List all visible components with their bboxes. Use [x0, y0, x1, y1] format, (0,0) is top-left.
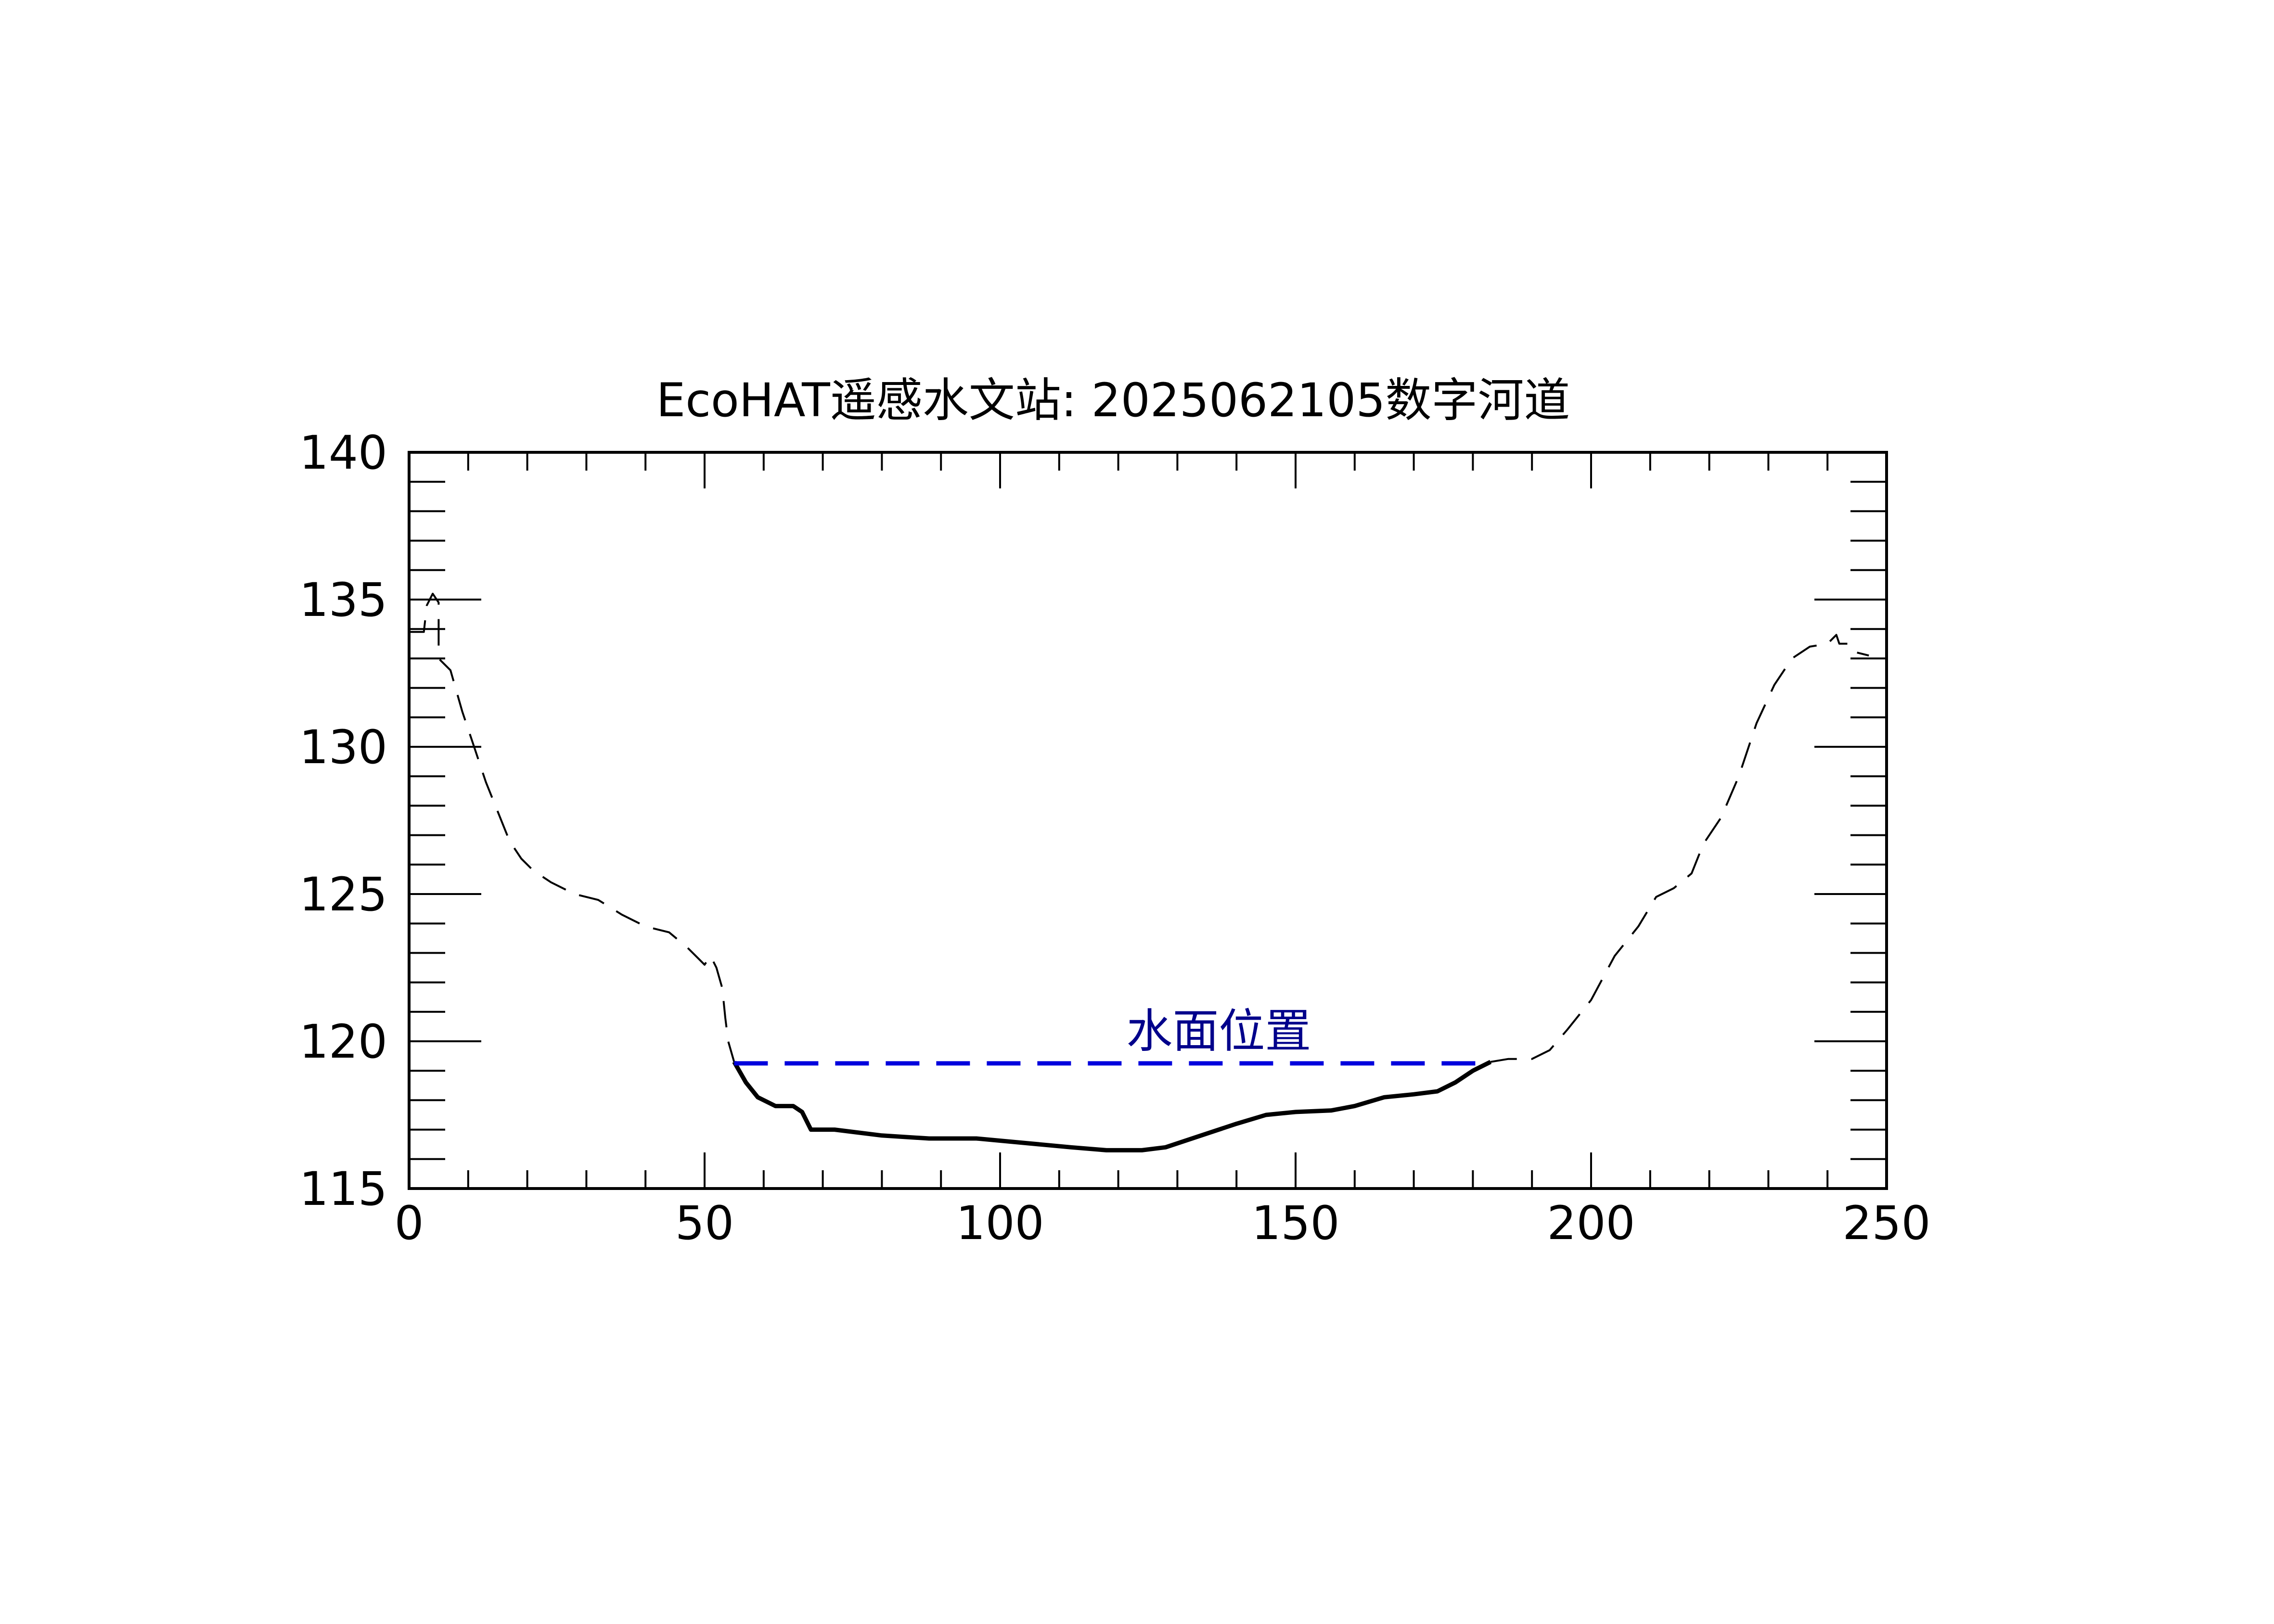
- y-tick-label: 135: [299, 573, 387, 627]
- bank-profile-line-2: [1490, 634, 1869, 1063]
- series-lines: [409, 592, 1869, 1152]
- channel-bed-line-1: [732, 1060, 1492, 1152]
- x-tick-label: 0: [394, 1196, 424, 1250]
- x-tick-label: 200: [1547, 1196, 1635, 1250]
- y-tick-label: 140: [299, 426, 387, 480]
- chart-title: EcoHAT遥感水文站: 2025062105数字河道: [656, 373, 1570, 427]
- x-tick-label: 150: [1251, 1196, 1339, 1250]
- tick-labels: 0 50 100 150 200 250 115 120 125 130 135 140: [299, 426, 1931, 1250]
- x-tick-label: 100: [956, 1196, 1044, 1250]
- y-tick-label: 120: [299, 1015, 387, 1069]
- y-tick-label: 130: [299, 720, 387, 774]
- water-surface-annotation: 水面位置: [1126, 1004, 1311, 1058]
- y-tick-label: 115: [299, 1162, 387, 1216]
- x-tick-label: 250: [1842, 1196, 1930, 1250]
- plot-frame: [408, 451, 1888, 1190]
- y-tick-label: 125: [299, 868, 387, 921]
- x-tick-label: 50: [675, 1196, 734, 1250]
- bank-profile-line-0: [409, 592, 735, 1062]
